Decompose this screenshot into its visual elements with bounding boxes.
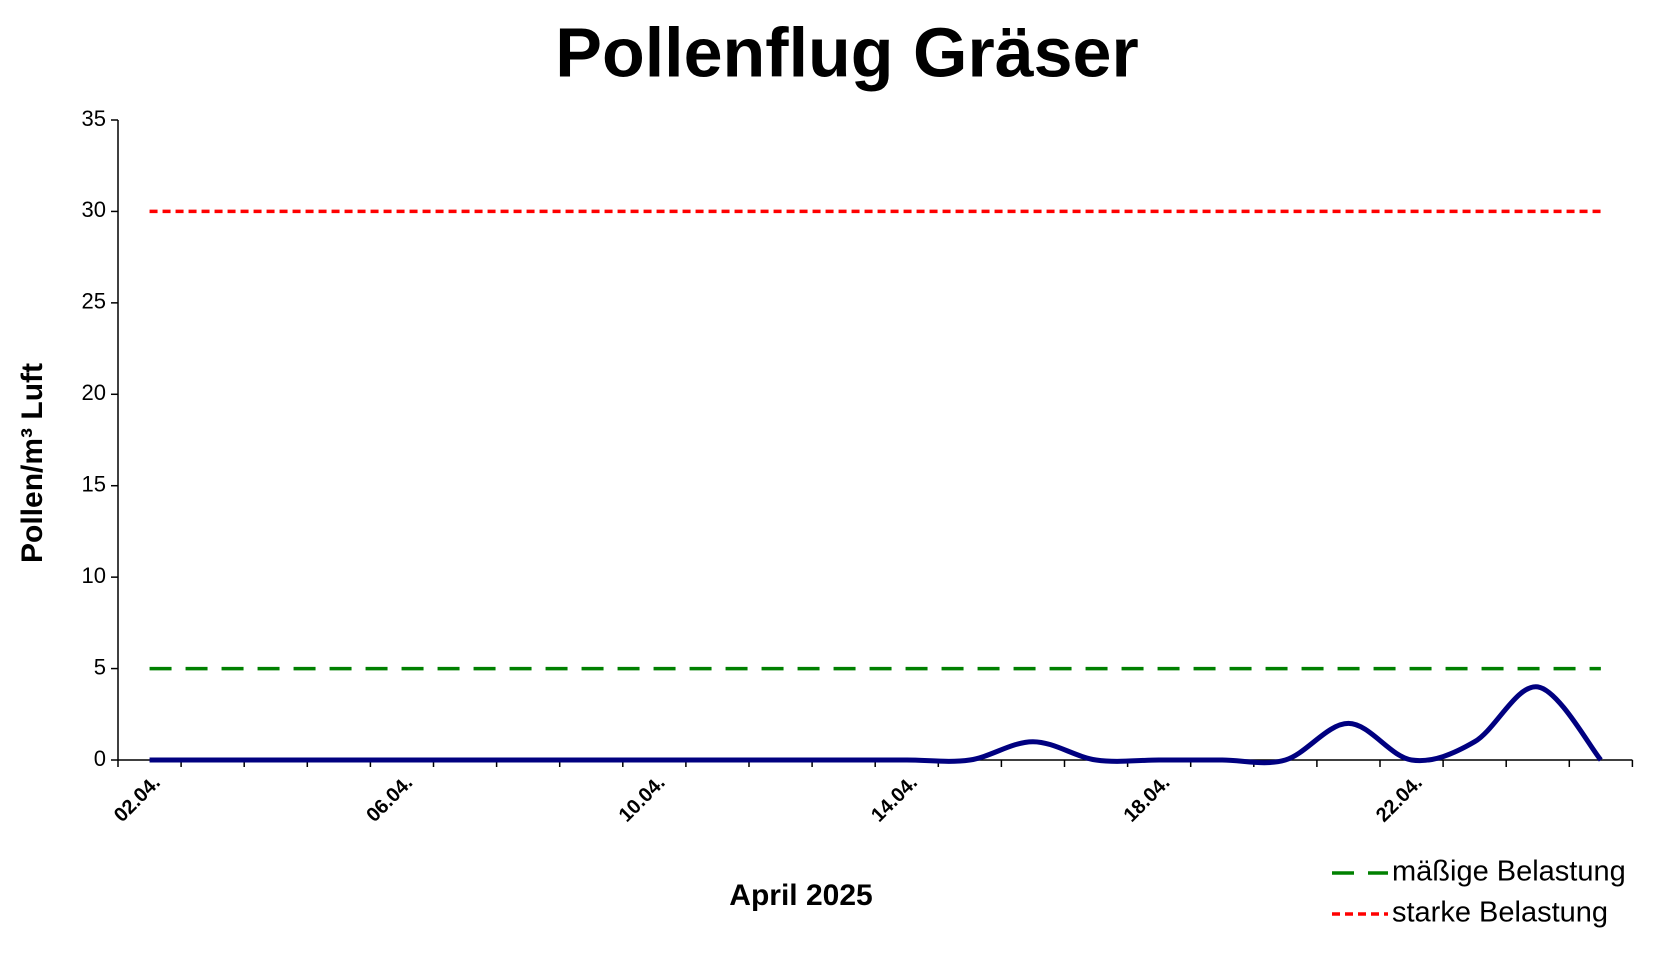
y-tick-label: 10 (82, 563, 106, 588)
x-axis-title: April 2025 (729, 879, 872, 912)
series-line (149, 684, 1603, 766)
y-tick-label: 30 (82, 197, 106, 222)
y-tick-label: 25 (82, 289, 106, 314)
x-tick-label: 22.04. (1372, 772, 1427, 827)
y-tick-label: 35 (82, 106, 106, 131)
legend-label: starke Belastung (1392, 897, 1608, 929)
y-tick-label: 5 (94, 654, 106, 679)
y-tick-label: 0 (94, 746, 106, 771)
x-tick-label: 02.04. (110, 772, 165, 827)
x-tick-label: 18.04. (1120, 772, 1175, 827)
y-tick-label: 15 (82, 472, 106, 497)
x-tick-label: 14.04. (867, 772, 922, 827)
x-tick-label: 10.04. (615, 772, 670, 827)
legend-label: mäßige Belastung (1392, 856, 1626, 888)
y-tick-label: 20 (82, 380, 106, 405)
x-tick-label: 06.04. (362, 772, 417, 827)
chart-title: Pollenflug Gräser (555, 13, 1138, 91)
y-axis-title: Pollen/m³ Luft (16, 363, 49, 563)
